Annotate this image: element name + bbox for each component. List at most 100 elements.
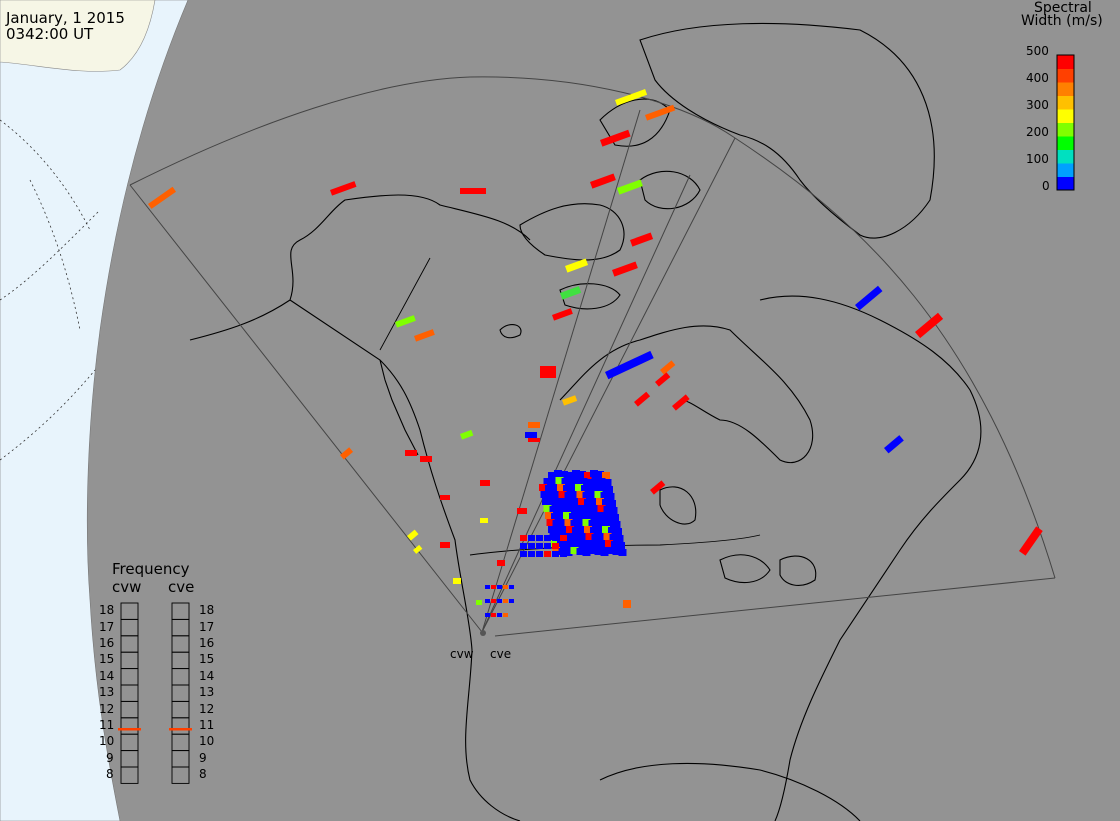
colorbar-tick: 500 (1026, 44, 1049, 58)
echo-cell (485, 613, 490, 617)
echo-cell (584, 526, 592, 533)
echo-cell (528, 438, 540, 442)
echo-cell (480, 480, 490, 486)
coastlines (189, 22, 982, 821)
colorbar-tick: 300 (1026, 98, 1049, 112)
echo-cell (600, 519, 609, 526)
echo-cell (590, 527, 598, 534)
echo-cell (581, 485, 589, 492)
borders (379, 257, 761, 556)
echo-cell (497, 613, 502, 617)
echo-cell (596, 471, 604, 478)
echo-cell (509, 585, 514, 589)
echo-cell (617, 179, 643, 195)
echo-cell (544, 535, 551, 541)
echo-cell (554, 470, 562, 477)
echo-cell (560, 551, 567, 557)
echo-cell (579, 505, 588, 512)
echo-cell (590, 470, 598, 477)
frequency-tick-label: 10 (199, 734, 215, 749)
echo-cell (615, 89, 648, 106)
colorbar-swatch (1057, 82, 1074, 96)
echo-cell (560, 528, 568, 535)
echo-cell (590, 500, 598, 507)
frequency-right-label: cve (168, 578, 195, 596)
echo-cell (587, 513, 595, 520)
colorbar (1056, 54, 1075, 191)
echo-cell (536, 543, 543, 549)
echo-cell (623, 600, 631, 608)
time-label: 0342:00 UT (6, 25, 94, 43)
echo-cell (453, 578, 461, 584)
echo-cell (552, 543, 559, 549)
echo-cell (543, 478, 552, 485)
frequency-tick-label: 12 (99, 701, 115, 716)
echo-cell (491, 599, 496, 603)
echo-cell (572, 500, 580, 507)
ocean-region (0, 0, 189, 821)
echo-cell (567, 533, 576, 540)
echo-cell (548, 499, 556, 506)
echo-cell (543, 505, 552, 512)
echo-cell (576, 491, 585, 498)
echo-cell (603, 506, 612, 513)
echo-cell (612, 261, 638, 277)
echo-cell (603, 533, 612, 540)
echo-cell (1019, 526, 1043, 556)
frequency-cell (171, 651, 190, 670)
echo-cell (605, 513, 613, 520)
echo-cell (555, 507, 564, 514)
echo-cell (407, 529, 419, 541)
echo-cell (566, 499, 574, 506)
echo-cell (581, 512, 589, 519)
echo-cell (440, 495, 450, 500)
echo-cell (606, 520, 615, 527)
landmass-corner (0, 0, 156, 72)
echo-cell (405, 450, 417, 456)
echo-cell (573, 534, 582, 541)
echo-cell (585, 506, 594, 513)
echo-cell (420, 456, 432, 462)
echo-cell (588, 547, 597, 554)
echo-cell (485, 599, 490, 603)
frequency-cell (120, 717, 139, 735)
echo-cell (528, 422, 540, 428)
frequency-cell (120, 700, 139, 719)
fov-boundaries (129, 76, 1056, 637)
echo-cell (476, 600, 482, 605)
echo-cell (485, 585, 490, 589)
echo-cell (566, 472, 574, 479)
echo-cell (609, 507, 618, 514)
echo-cell (579, 535, 588, 542)
echo-cell (606, 493, 615, 500)
frequency-cell (120, 766, 139, 784)
lat-lon-grid (0, 119, 101, 461)
echo-cell (555, 477, 564, 484)
frequency-left-label: cvw (112, 578, 142, 596)
echo-cell (560, 535, 567, 541)
echo-cell (575, 541, 583, 548)
echo-cell (565, 258, 589, 273)
echo-cell (525, 432, 537, 438)
echo-cell (460, 188, 486, 194)
echo-cell (609, 534, 618, 541)
echo-cell (594, 521, 603, 528)
echo-cell (606, 547, 615, 554)
echo-cell (630, 232, 654, 247)
echo-cell (560, 543, 567, 549)
frequency-tick-label: 8 (106, 767, 114, 782)
echo-cell (587, 540, 595, 547)
date-label: January, 1 2015 (6, 9, 125, 27)
echo-cell (563, 512, 571, 519)
colorbar-swatch (1057, 136, 1074, 150)
echo-cell (480, 518, 488, 523)
frequency-cell (120, 733, 139, 752)
echo-cell (605, 540, 613, 547)
echo-cell (615, 535, 624, 542)
frequency-cell (120, 651, 139, 670)
echo-cell (503, 599, 508, 603)
echo-cell (597, 478, 606, 485)
echo-cell (597, 535, 606, 542)
echo-cell (554, 500, 562, 507)
